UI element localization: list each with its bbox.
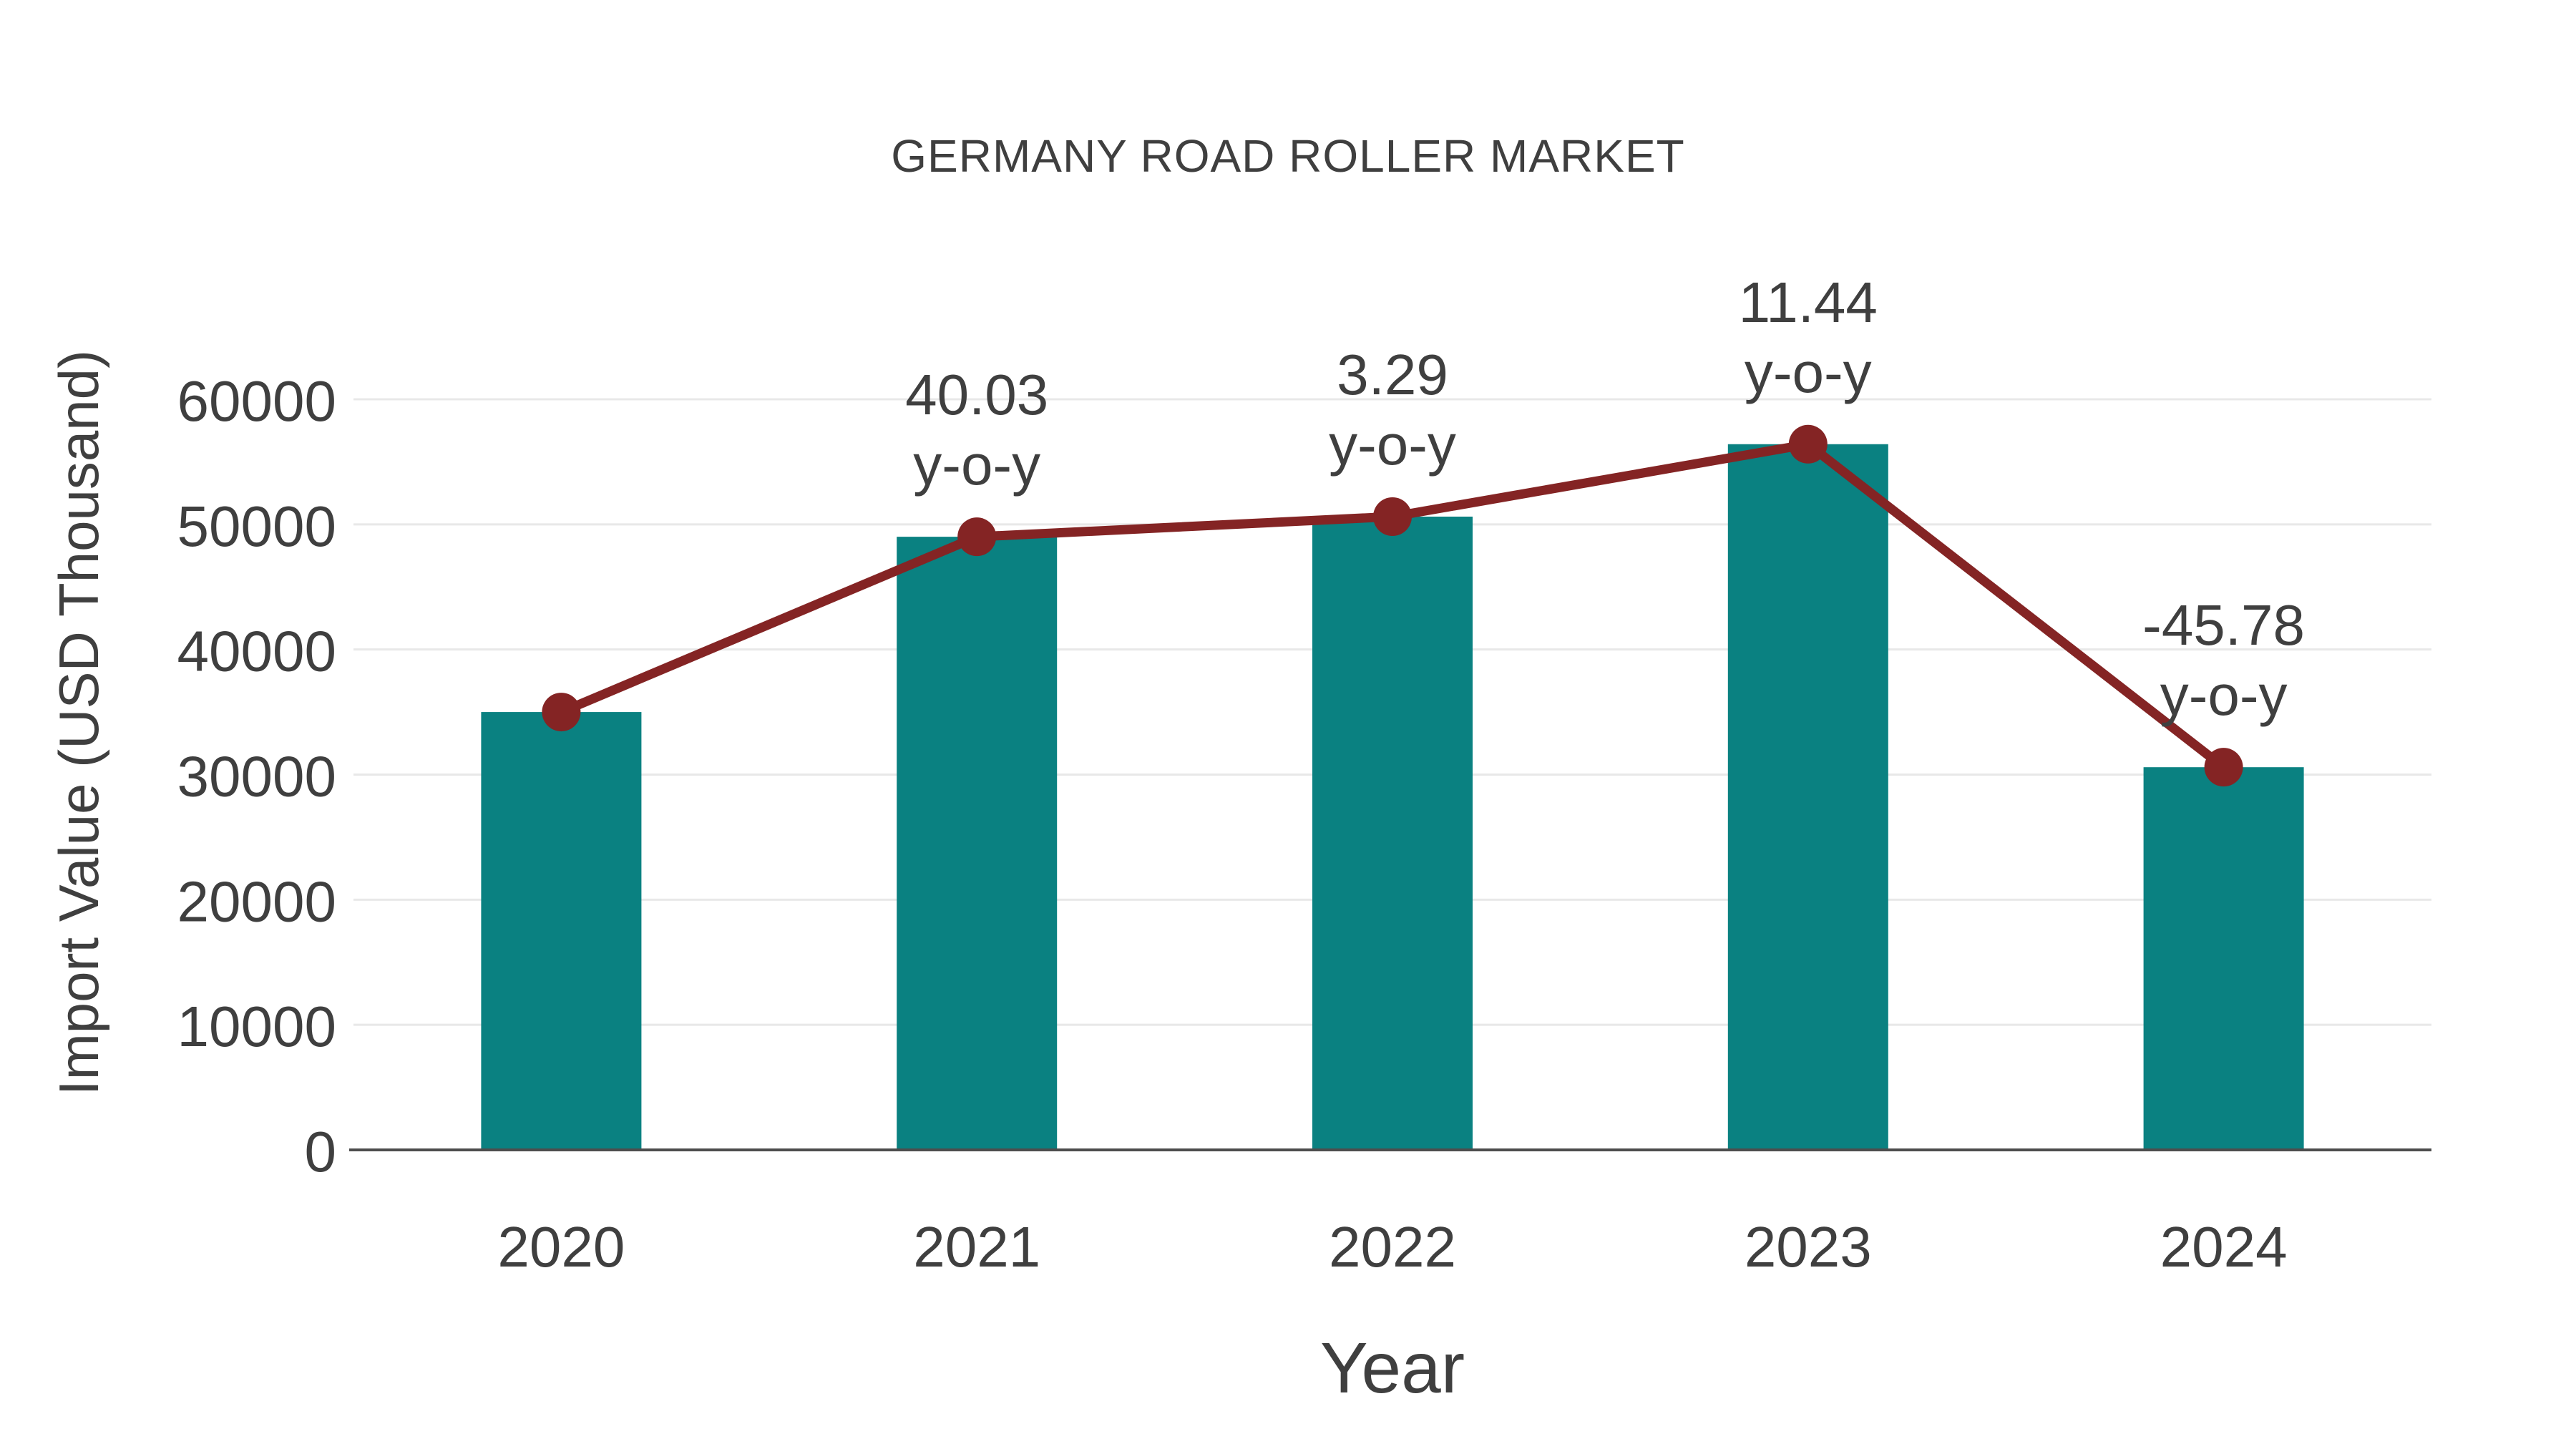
y-tick-label-0: 0 (305, 1120, 337, 1184)
x-tick-label-2024: 2024 (2160, 1215, 2288, 1279)
x-axis-label: Year (1319, 1328, 1465, 1408)
annotation-label-2021: y-o-y (913, 433, 1040, 497)
annotation-label-2024: y-o-y (2160, 663, 2288, 727)
annotation-value-2023: 11.44 (1739, 270, 1878, 334)
x-tick-label-2023: 2023 (1745, 1215, 1872, 1279)
annotation-value-2021: 40.03 (905, 363, 1048, 426)
chart-title: GERMANY ROAD ROLLER MARKET (891, 130, 1685, 182)
annotation-label-2022: y-o-y (1329, 413, 1456, 477)
bar-2020 (481, 712, 642, 1150)
marker-2022 (1373, 497, 1412, 536)
y-tick-label-30000: 30000 (177, 745, 336, 809)
x-tick-label-2021: 2021 (913, 1215, 1040, 1279)
annotation-value-2022: 3.29 (1337, 343, 1448, 406)
marker-2021 (957, 517, 997, 557)
y-tick-label-40000: 40000 (177, 620, 336, 683)
y-tick-label-50000: 50000 (177, 494, 336, 558)
annotation-label-2023: y-o-y (1745, 341, 1872, 404)
y-tick-label-60000: 60000 (177, 369, 336, 433)
bar-2023 (1727, 444, 1888, 1150)
bar-2022 (1312, 516, 1473, 1150)
y-tick-label-20000: 20000 (177, 869, 336, 933)
y-axis-label: Import Value (USD Thousand) (47, 350, 110, 1096)
x-tick-label-2022: 2022 (1329, 1215, 1456, 1279)
x-tick-label-2020: 2020 (497, 1215, 625, 1279)
marker-2023 (1788, 424, 1828, 464)
annotation-value-2024: -45.78 (2142, 593, 2305, 657)
marker-2020 (542, 693, 581, 732)
bar-2024 (2143, 767, 2304, 1150)
y-tick-label-10000: 10000 (177, 995, 336, 1058)
marker-2024 (2204, 748, 2243, 787)
bar-2021 (897, 537, 1058, 1150)
